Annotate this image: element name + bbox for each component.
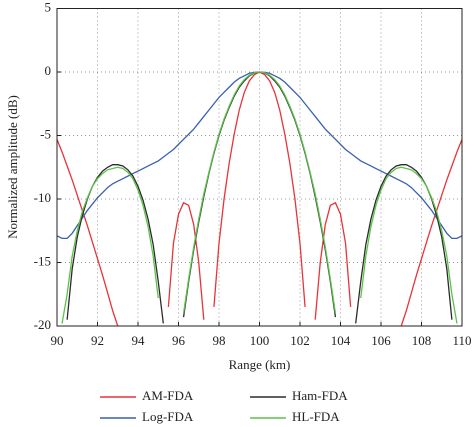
x-axis-title: Range (km): [229, 357, 291, 372]
series-line: [66, 71, 453, 324]
y-tick-label: 0: [45, 63, 52, 78]
x-tick-label: 104: [331, 333, 351, 348]
legend-label: Log-FDA: [142, 409, 194, 424]
x-tick-label: 90: [51, 333, 64, 348]
legend-label: AM-FDA: [142, 388, 194, 403]
y-tick-label: -5: [40, 126, 51, 141]
plot-frame: [56, 8, 463, 327]
legend-label: Ham-FDA: [292, 388, 348, 403]
series-line: [61, 71, 458, 324]
y-tick-label: -15: [34, 253, 51, 268]
x-tick-label: 106: [371, 333, 391, 348]
x-tick-label: 108: [412, 333, 432, 348]
x-tick-label: 94: [132, 333, 146, 348]
y-tick-label: 5: [45, 0, 52, 14]
plot-lines: [57, 71, 462, 326]
legend-label: HL-FDA: [292, 409, 340, 424]
x-tick-label: 98: [213, 333, 226, 348]
x-tick-label: 110: [452, 333, 471, 348]
x-tick-label: 102: [290, 333, 310, 348]
x-tick-label: 100: [250, 333, 270, 348]
y-tick-label: -20: [34, 317, 51, 332]
x-tick-label: 92: [91, 333, 104, 348]
x-tick-label: 96: [172, 333, 186, 348]
y-tick-label: -10: [34, 190, 51, 205]
y-axis-title: Normalized amplitude (dB): [5, 95, 20, 239]
